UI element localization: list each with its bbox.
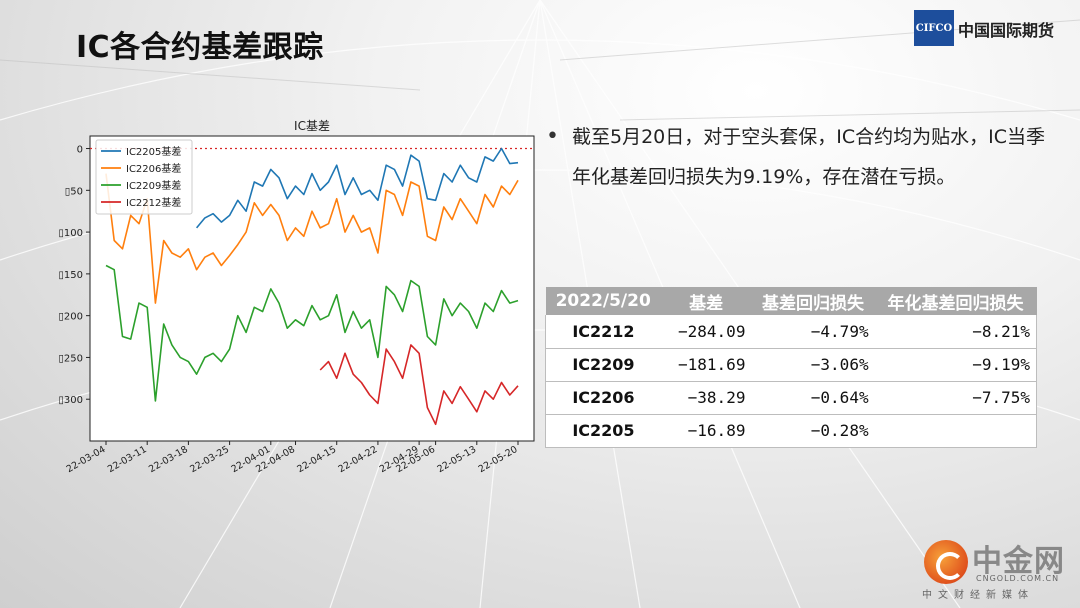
table-cell-annual-loss: −7.75% xyxy=(874,381,1037,415)
table-cell-loss: −4.79% xyxy=(751,315,875,349)
basis-table: 2022/5/20 基差 基差回归损失 年化基差回归损失 IC2212 −284… xyxy=(544,287,1037,448)
table-cell-basis: −38.29 xyxy=(660,381,752,415)
table-header-annual-loss: 年化基差回归损失 xyxy=(874,287,1037,315)
logo-name: 中国国际期货 xyxy=(958,21,1055,40)
series-line-IC2212基差 xyxy=(319,344,519,426)
y-tick-label: ▯50 xyxy=(65,186,83,197)
table-cell-annual-loss: −8.21% xyxy=(874,315,1037,349)
table-cell-basis: −181.69 xyxy=(660,348,752,382)
chart-title: IC基差 xyxy=(294,119,330,133)
series-line-IC2209基差 xyxy=(105,264,519,402)
x-tick-label: 22-03-11 xyxy=(106,444,149,475)
bullet-point: • 截至5月20日，对于空头套保，IC合约均为贴水，IC当季年化基差回归损失为9… xyxy=(546,117,1046,197)
table-cell-code: IC2206 xyxy=(544,381,661,415)
x-tick-label: 22-03-18 xyxy=(147,444,190,475)
watermark-sub: 中文财经新媒体 xyxy=(922,590,1034,601)
legend-label: IC2209基差 xyxy=(126,179,181,192)
x-tick-label: 22-04-15 xyxy=(295,444,338,475)
table-cell-loss: −0.64% xyxy=(751,381,875,415)
table-header-basis: 基差 xyxy=(660,287,752,315)
y-tick-label: ▯150 xyxy=(58,270,83,281)
x-tick-label: 22-05-13 xyxy=(435,444,478,475)
x-tick-label: 22-03-25 xyxy=(188,444,231,475)
table-cell-annual-loss xyxy=(874,414,1037,448)
table-header-date: 2022/5/20 xyxy=(545,287,661,315)
legend-box xyxy=(95,139,193,215)
y-tick-label: ▯100 xyxy=(58,228,83,239)
watermark-en: CNGOLD.COM.CN xyxy=(976,574,1060,583)
y-tick-label: 0 xyxy=(77,145,83,156)
basis-chart-svg: IC基差0▯50▯100▯150▯200▯250▯30022-03-0422-0… xyxy=(58,119,535,475)
table-cell-basis: −16.89 xyxy=(660,414,752,448)
watermark-logo-icon xyxy=(924,540,968,584)
table-cell-loss: −0.28% xyxy=(751,414,875,448)
legend-label: IC2205基差 xyxy=(126,145,181,158)
table-cell-basis: −284.09 xyxy=(660,315,752,349)
table-cell-code: IC2212 xyxy=(544,315,661,349)
legend-label: IC2206基差 xyxy=(126,162,181,175)
table-header-loss: 基差回归损失 xyxy=(751,287,875,315)
table-row: IC2206 −38.29 −0.64% −7.75% xyxy=(544,381,1037,415)
table-cell-loss: −3.06% xyxy=(751,348,875,382)
table-row: IC2205 −16.89 −0.28% xyxy=(544,414,1037,448)
table-header-row: 2022/5/20 基差 基差回归损失 年化基差回归损失 xyxy=(545,287,1037,315)
logo-mark: CIFCO xyxy=(914,10,954,46)
series-line-IC2206基差 xyxy=(105,173,519,304)
basis-chart: IC基差 0 ▯50 ▯100 ▯150 ▯200 ▯250 ▯300 22-03-04 22-0… xyxy=(48,108,548,488)
y-tick-label: ▯300 xyxy=(58,395,83,406)
series-line-IC2205基差 xyxy=(195,147,519,229)
table-row: IC2209 −181.69 −3.06% −9.19% xyxy=(544,348,1037,382)
page-title: IC各合约基差跟踪 xyxy=(76,30,324,65)
legend-label: IC2212基差 xyxy=(126,196,181,209)
x-tick-label: 22-04-22 xyxy=(337,444,380,475)
table-cell-code: IC2209 xyxy=(544,348,661,382)
bullet-text: 截至5月20日，对于空头套保，IC合约均为贴水，IC当季年化基差回归损失为9.1… xyxy=(572,126,1046,188)
watermark: 中金网 CNGOLD.COM.CN 中文财经新媒体 xyxy=(918,530,1074,602)
table-cell-code: IC2205 xyxy=(544,414,661,448)
company-logo: CIFCO 中国国际期货 xyxy=(914,10,1074,48)
watermark-cn: 中金网 xyxy=(972,544,1065,579)
y-tick-label: ▯200 xyxy=(58,312,83,323)
x-tick-label: 22-05-20 xyxy=(477,444,520,475)
y-tick-label: ▯250 xyxy=(58,353,83,364)
bullet-marker: • xyxy=(546,124,559,149)
x-tick-label: 22-03-04 xyxy=(65,444,108,475)
table-row: IC2212 −284.09 −4.79% −8.21% xyxy=(544,315,1037,349)
table-cell-annual-loss: −9.19% xyxy=(874,348,1037,382)
